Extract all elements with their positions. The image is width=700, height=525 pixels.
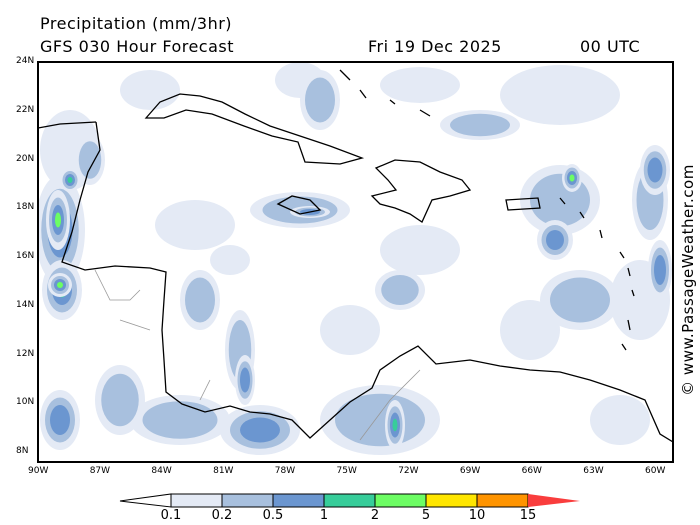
legend-swatch [272, 493, 325, 508]
map-title: Precipitation (mm/3hr) [40, 14, 233, 33]
lat-tick-label: 12N [16, 348, 35, 359]
lon-tick-label: 63W [583, 466, 604, 476]
bahamas [339, 69, 431, 117]
legend-label: 1 [319, 508, 329, 523]
central-america-coastline [61, 121, 673, 443]
legend-low-arrow [119, 493, 172, 508]
precip-area [185, 277, 215, 323]
jamaica-coastline [276, 195, 322, 215]
legend-swatch [425, 493, 478, 508]
lon-tick-label: 90W [28, 466, 49, 476]
legend-label: 15 [519, 508, 537, 523]
precip-area [240, 367, 250, 393]
lesser-antilles [559, 197, 635, 351]
legend-swatch [476, 493, 529, 508]
precip-area [381, 275, 419, 305]
precip-area [546, 230, 564, 250]
precip-area [450, 113, 510, 137]
legend-label: 2 [370, 508, 380, 523]
precip-area [210, 245, 250, 275]
legend-swatch [323, 493, 376, 508]
precip-area [305, 77, 335, 123]
precip-area [550, 277, 610, 323]
lat-tick-label: 8N [16, 446, 29, 456]
precip-area [320, 305, 380, 355]
lon-tick-label: 81W [213, 466, 234, 476]
legend-label: 0.5 [262, 508, 284, 523]
country-borders [94, 269, 421, 441]
precip-area [380, 225, 460, 275]
cuba-coastline [144, 93, 365, 165]
lon-tick-label: 87W [89, 466, 111, 476]
precip-area [142, 401, 218, 439]
lon-tick-label: 84W [151, 466, 172, 476]
precip-area [55, 212, 61, 228]
lat-tick-label: 20N [16, 153, 35, 164]
lat-tick-label: 14N [16, 299, 35, 310]
legend-swatch [374, 493, 427, 508]
precip-area [569, 174, 575, 182]
legend-label: 5 [421, 508, 431, 523]
forecast-date: Fri 19 Dec 2025 [368, 37, 502, 56]
precip-area [500, 300, 560, 360]
lat-tick-label: 16N [16, 251, 35, 261]
precip-area [57, 282, 63, 288]
precip-area [500, 65, 620, 125]
precip-area [78, 141, 102, 179]
precip-area [335, 393, 425, 447]
precip-area [120, 70, 180, 110]
lat-tick-label: 22N [16, 104, 35, 115]
precip-area [380, 67, 460, 103]
legend-label: 0.2 [211, 508, 233, 523]
lon-tick-label: 69W [459, 466, 481, 476]
map-frame [37, 61, 674, 463]
lon-tick-label: 66W [521, 466, 542, 476]
precip-area [590, 395, 650, 445]
lat-tick-label: 10N [16, 397, 35, 408]
legend-high-arrow [528, 494, 580, 507]
lon-tick-label: 75W [336, 466, 357, 476]
legend-swatch [221, 493, 274, 508]
lon-tick-label: 60W [645, 466, 666, 476]
precip-area [101, 373, 139, 427]
precip-area [155, 200, 235, 250]
legend-swatch [170, 493, 223, 508]
precip-area [67, 177, 73, 183]
precip-area [654, 255, 666, 285]
model-forecast-label: GFS 030 Hour Forecast [40, 37, 235, 56]
precip-area [50, 405, 70, 435]
precip-area [392, 418, 398, 432]
lat-tick-label: 18N [16, 202, 35, 213]
precip-area [647, 157, 663, 183]
credit-watermark: © www.PassageWeather.com [679, 164, 697, 396]
precip-area [240, 417, 280, 443]
legend-label: 0.1 [160, 508, 182, 523]
lat-tick-label: 24N [16, 56, 35, 66]
gulf-coastline [38, 121, 97, 129]
forecast-time: 00 UTC [580, 37, 641, 56]
lon-tick-label: 72W [398, 466, 419, 476]
lon-tick-label: 78W [274, 466, 296, 476]
hispaniola-coastline [370, 159, 472, 223]
legend-label: 10 [468, 508, 486, 523]
puerto-rico-coastline [505, 197, 541, 211]
